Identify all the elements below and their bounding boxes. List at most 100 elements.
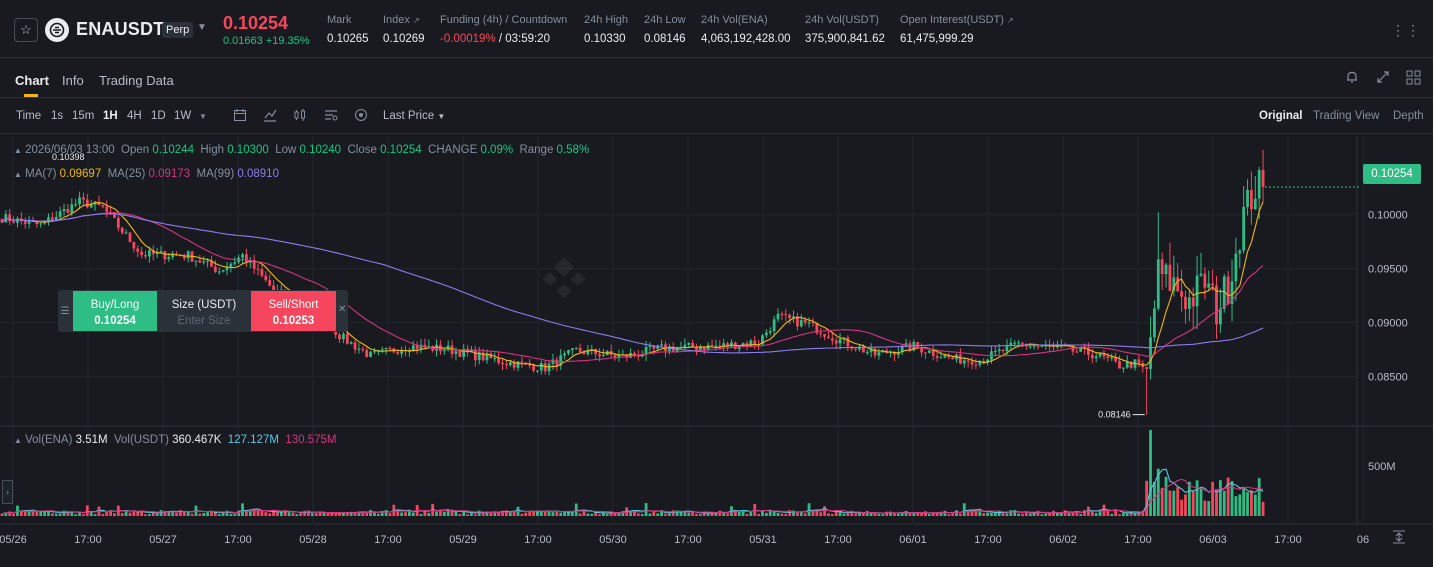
- candle-body: [1242, 206, 1246, 251]
- interval-1d[interactable]: 1D: [151, 110, 166, 122]
- fullscreen-icon[interactable]: [1376, 70, 1390, 87]
- volume-bar: [458, 513, 462, 516]
- candle-body: [722, 343, 726, 347]
- stat-open-interest[interactable]: Open Interest(USDT) ↗ 61,475,999.29: [900, 14, 1014, 45]
- volume-bar: [1253, 494, 1257, 516]
- candle-body: [194, 260, 198, 262]
- candle-body: [489, 353, 493, 359]
- candle-body: [889, 352, 892, 354]
- price-type-select[interactable]: Last Price ▼: [383, 110, 446, 122]
- close-icon[interactable]: ✕: [338, 304, 347, 315]
- candle-body: [248, 260, 252, 263]
- candle-body: [1036, 345, 1040, 347]
- more-options-icon[interactable]: ⋮⋮: [1391, 22, 1421, 38]
- volume-bar: [245, 510, 248, 516]
- candle-body: [365, 350, 369, 357]
- size-input[interactable]: Size (USDT) Enter Size: [171, 299, 237, 327]
- indicator-icon[interactable]: [263, 108, 277, 125]
- favorite-star-icon[interactable]: ☆: [14, 18, 38, 42]
- interval-15m[interactable]: 15m: [72, 110, 95, 122]
- volume-bar: [695, 513, 698, 516]
- interval-time[interactable]: Time: [16, 110, 42, 122]
- volume-bar: [792, 510, 795, 516]
- candle-body: [132, 242, 136, 249]
- candle-body: [605, 351, 609, 356]
- candle-body: [753, 340, 757, 345]
- candle-body: [190, 251, 194, 262]
- candle-body: [625, 354, 629, 358]
- candle-body: [664, 344, 667, 352]
- candle-body: [392, 348, 396, 353]
- volume-bar: [512, 511, 516, 516]
- candle-body: [865, 351, 869, 353]
- view-original[interactable]: Original: [1259, 110, 1303, 122]
- candle-body: [66, 209, 70, 213]
- sell-short-button[interactable]: Sell/Short 0.10253: [251, 291, 336, 331]
- buy-long-button[interactable]: Buy/Long 0.10254: [73, 291, 157, 331]
- candle-body: [780, 313, 784, 315]
- interval-dropdown-icon[interactable]: ▼: [199, 112, 207, 121]
- interval-4h[interactable]: 4H: [127, 110, 142, 122]
- volume-bar: [361, 512, 365, 516]
- tab-trading-data[interactable]: Trading Data: [99, 73, 174, 88]
- tab-info[interactable]: Info: [62, 73, 84, 88]
- interval-1h[interactable]: 1H: [103, 110, 118, 122]
- candle-body: [89, 204, 93, 208]
- volume-bar: [1199, 487, 1203, 516]
- candle-body: [1238, 250, 1242, 254]
- target-icon[interactable]: [354, 108, 368, 125]
- tab-chart[interactable]: Chart: [15, 73, 49, 88]
- volume-bar: [1191, 491, 1195, 516]
- volume-bar: [31, 511, 35, 516]
- volume-bar: [78, 512, 81, 516]
- expand-panel-icon[interactable]: ›: [2, 480, 13, 504]
- volume-bar: [314, 513, 318, 516]
- volume-bar: [1164, 476, 1168, 516]
- volume-bar: [1149, 430, 1152, 516]
- drag-handle-icon[interactable]: ☰: [60, 305, 70, 317]
- volume-bar: [407, 511, 411, 516]
- price-axis-label: 0.09000: [1368, 317, 1408, 329]
- volume-bar: [1242, 488, 1246, 516]
- auto-scale-icon[interactable]: [1392, 530, 1406, 547]
- candle-body: [1098, 352, 1102, 357]
- volume-bar: [423, 511, 427, 516]
- candle-body: [62, 209, 66, 212]
- bell-icon[interactable]: [1345, 70, 1359, 87]
- candle-body: [147, 250, 151, 257]
- calendar-icon[interactable]: [233, 108, 247, 125]
- candle-body: [695, 347, 698, 351]
- volume-bar: [633, 510, 636, 516]
- volume-bar: [819, 512, 823, 516]
- candle-type-icon[interactable]: [293, 108, 307, 125]
- view-depth[interactable]: Depth: [1393, 110, 1424, 122]
- chart-settings-icon[interactable]: [324, 108, 338, 125]
- candle-body: [854, 348, 858, 350]
- symbol-name[interactable]: ENAUSDT: [76, 19, 165, 39]
- symbol-dropdown-caret-icon[interactable]: ▼: [197, 22, 207, 33]
- volume-bar: [97, 506, 101, 516]
- volume-bar: [268, 513, 272, 516]
- volume-bar: [264, 512, 268, 516]
- candle-body: [1071, 345, 1075, 352]
- volume-bar: [128, 512, 132, 516]
- view-trading-view[interactable]: Trading View: [1313, 110, 1380, 122]
- layout-grid-icon[interactable]: [1406, 70, 1421, 88]
- volume-bar: [629, 510, 632, 516]
- candle-body: [1005, 345, 1009, 352]
- volume-bar: [722, 512, 726, 516]
- volume-bar: [116, 505, 120, 516]
- volume-bar: [159, 510, 163, 516]
- interval-1w[interactable]: 1W: [174, 110, 192, 122]
- volume-bar: [1048, 513, 1052, 516]
- candle-body: [35, 221, 39, 225]
- candle-body: [687, 342, 691, 345]
- interval-1s[interactable]: 1s: [51, 110, 64, 122]
- candle-body: [1257, 170, 1261, 199]
- candle-body: [850, 346, 854, 349]
- volume-bar: [1261, 501, 1265, 516]
- stat-index[interactable]: Index ↗ 0.10269: [383, 14, 425, 45]
- volume-bar: [171, 511, 175, 516]
- volume-bar: [47, 510, 50, 516]
- volume-bar: [1133, 513, 1137, 516]
